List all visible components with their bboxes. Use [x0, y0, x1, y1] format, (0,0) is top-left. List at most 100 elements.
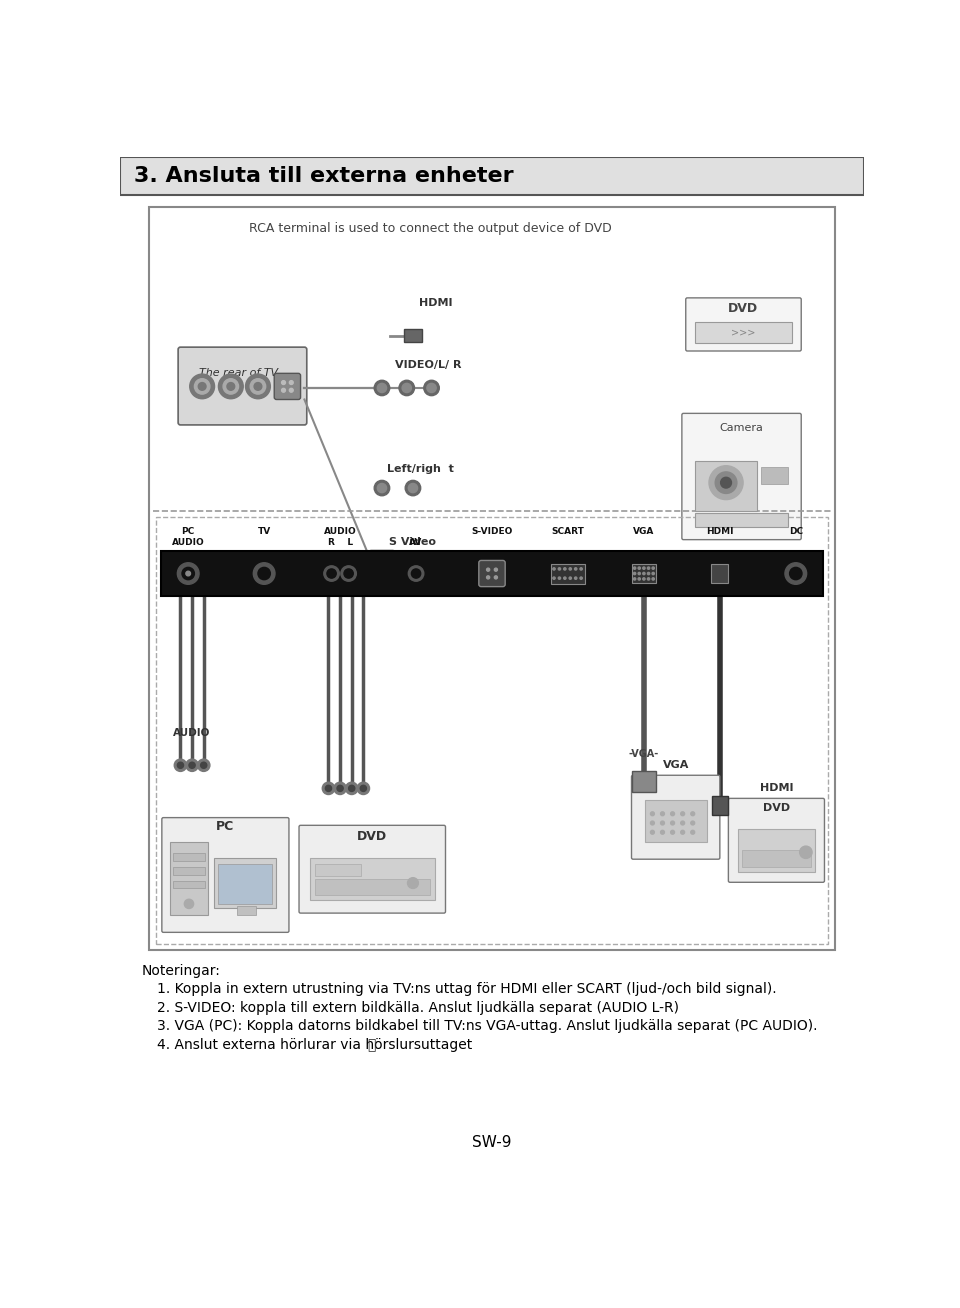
Circle shape	[564, 568, 566, 570]
Circle shape	[334, 782, 347, 794]
Text: RCA terminal is used to connect the output device of DVD: RCA terminal is used to connect the outp…	[249, 222, 612, 235]
Circle shape	[246, 374, 271, 399]
Circle shape	[785, 562, 806, 585]
Circle shape	[325, 785, 331, 791]
Circle shape	[374, 381, 390, 395]
Circle shape	[327, 569, 336, 578]
Circle shape	[427, 383, 436, 392]
Circle shape	[652, 566, 655, 569]
Circle shape	[651, 812, 655, 816]
Circle shape	[721, 477, 732, 488]
Circle shape	[647, 566, 650, 569]
Circle shape	[344, 569, 353, 578]
FancyBboxPatch shape	[729, 798, 825, 883]
FancyBboxPatch shape	[310, 858, 435, 900]
Circle shape	[281, 381, 285, 385]
Circle shape	[660, 812, 664, 816]
Text: DVD: DVD	[357, 829, 387, 842]
Text: AV: AV	[409, 538, 422, 547]
Circle shape	[643, 578, 645, 579]
Text: HDMI: HDMI	[420, 298, 453, 309]
FancyBboxPatch shape	[737, 829, 815, 871]
FancyBboxPatch shape	[214, 858, 276, 908]
Circle shape	[487, 568, 490, 572]
Circle shape	[423, 381, 440, 395]
Text: -VGA-: -VGA-	[629, 748, 659, 759]
Circle shape	[346, 782, 358, 794]
Circle shape	[341, 566, 356, 581]
Text: Video recorder: Video recorder	[706, 519, 778, 528]
Circle shape	[553, 577, 555, 579]
Text: SW-9: SW-9	[472, 1135, 512, 1150]
Text: AUDIO: AUDIO	[174, 729, 211, 738]
Circle shape	[194, 379, 210, 394]
Text: S-VIDEO: S-VIDEO	[471, 527, 513, 536]
Circle shape	[709, 466, 743, 500]
FancyBboxPatch shape	[761, 467, 788, 484]
Text: >>>: >>>	[731, 327, 756, 337]
Circle shape	[569, 568, 571, 570]
Circle shape	[652, 573, 655, 574]
FancyBboxPatch shape	[173, 867, 205, 875]
Circle shape	[494, 568, 497, 572]
Circle shape	[638, 566, 640, 569]
Circle shape	[289, 381, 293, 385]
Circle shape	[574, 568, 577, 570]
FancyBboxPatch shape	[315, 863, 361, 876]
FancyBboxPatch shape	[218, 863, 272, 904]
FancyBboxPatch shape	[632, 564, 657, 583]
Circle shape	[258, 568, 271, 579]
Text: TV: TV	[257, 527, 271, 536]
Circle shape	[402, 383, 412, 392]
FancyBboxPatch shape	[632, 770, 657, 793]
Text: PC: PC	[216, 820, 234, 833]
Circle shape	[564, 577, 566, 579]
Circle shape	[638, 573, 640, 574]
FancyBboxPatch shape	[645, 800, 707, 842]
Circle shape	[374, 480, 390, 496]
Circle shape	[559, 577, 561, 579]
Circle shape	[634, 573, 636, 574]
Circle shape	[671, 831, 675, 835]
Text: Left/righ  t: Left/righ t	[387, 464, 454, 473]
Text: DVD: DVD	[728, 302, 758, 315]
FancyBboxPatch shape	[162, 818, 289, 933]
Text: 2. S-VIDEO: koppla till extern bildkälla. Anslut ljudkälla separat (AUDIO L-R): 2. S-VIDEO: koppla till extern bildkälla…	[157, 1001, 680, 1015]
Circle shape	[408, 878, 419, 888]
Circle shape	[227, 382, 234, 390]
Circle shape	[647, 573, 650, 574]
Circle shape	[634, 566, 636, 569]
Circle shape	[281, 388, 285, 392]
Text: DC: DC	[789, 527, 803, 536]
FancyBboxPatch shape	[695, 322, 792, 343]
FancyBboxPatch shape	[173, 853, 205, 861]
Text: DVD: DVD	[763, 803, 790, 812]
Circle shape	[660, 821, 664, 825]
Circle shape	[580, 577, 583, 579]
Text: AUDIO: AUDIO	[324, 527, 356, 536]
Circle shape	[186, 759, 199, 772]
FancyBboxPatch shape	[161, 551, 823, 596]
Circle shape	[487, 576, 490, 579]
Circle shape	[671, 812, 675, 816]
Circle shape	[289, 388, 293, 392]
FancyBboxPatch shape	[742, 850, 810, 867]
Text: AUDIO: AUDIO	[172, 538, 204, 547]
Circle shape	[412, 569, 420, 578]
Circle shape	[219, 374, 243, 399]
Circle shape	[184, 899, 194, 909]
FancyBboxPatch shape	[695, 513, 788, 527]
Circle shape	[201, 763, 206, 768]
Circle shape	[681, 821, 684, 825]
Circle shape	[691, 812, 695, 816]
Text: VGA: VGA	[662, 760, 689, 770]
FancyBboxPatch shape	[403, 330, 422, 341]
Circle shape	[254, 382, 262, 390]
Circle shape	[651, 821, 655, 825]
FancyBboxPatch shape	[150, 207, 834, 950]
Text: HDMI: HDMI	[707, 527, 733, 536]
Circle shape	[223, 379, 239, 394]
Circle shape	[253, 562, 275, 585]
Circle shape	[178, 562, 199, 585]
Text: VIDEO/L/ R: VIDEO/L/ R	[396, 360, 462, 370]
